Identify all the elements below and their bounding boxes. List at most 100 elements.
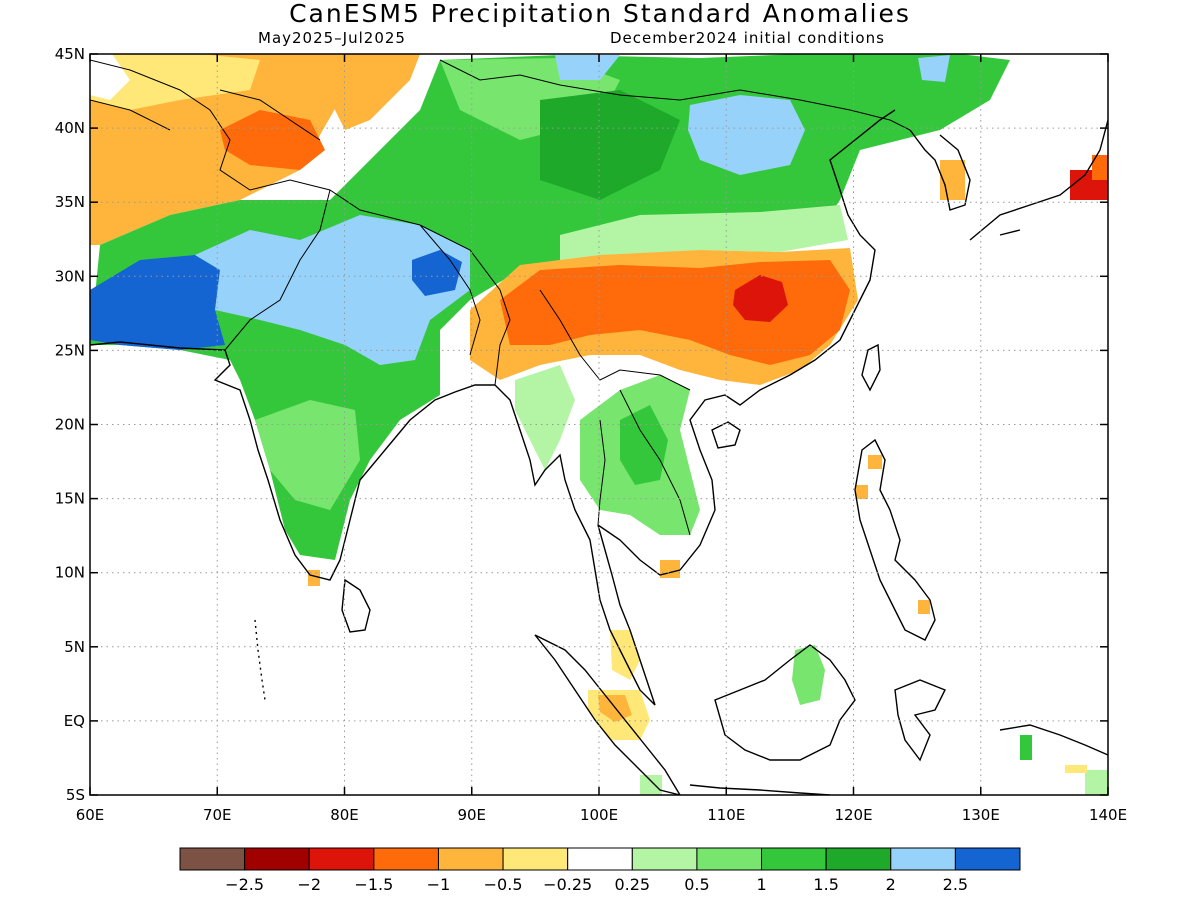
anomaly-patch-borneo	[792, 645, 825, 705]
colorbar-swatch	[696, 847, 763, 871]
coastline-philippines	[854, 438, 936, 641]
colorbar-label: 1.5	[813, 875, 838, 894]
lon-tick-label: 60E	[76, 806, 105, 824]
graticule	[90, 54, 1108, 795]
coastline-myanmar	[494, 384, 596, 571]
colorbar-swatch	[631, 847, 698, 871]
latitude-axis: 45N 40N 35N 30N 25N 20N 15N 10N 5N EQ 5S	[55, 45, 1108, 804]
colorbar-swatch	[179, 847, 246, 871]
coastline-indochina	[597, 109, 896, 576]
coastline-malay-peninsula	[594, 524, 656, 706]
coastline-korea	[909, 129, 971, 211]
anomaly-region-darkgreen-north	[540, 90, 680, 200]
anomaly-patch-vietnam	[660, 560, 680, 578]
anomaly-region-lightgreen-east	[560, 205, 848, 268]
coastline-sulawesi	[894, 679, 946, 762]
anomaly-patch-srilanka	[308, 570, 320, 586]
colorbar-label: −1.5	[354, 875, 393, 894]
coastline-hainan	[711, 421, 741, 449]
anomaly-region-deep-orange-central-asia	[220, 110, 325, 170]
colorbar-swatch	[437, 847, 504, 871]
anomaly-patch-sumatra-south	[640, 775, 662, 795]
country-borders	[90, 59, 911, 536]
colorbar-label: 2.5	[943, 875, 968, 894]
anomaly-region-blue-mongolia	[688, 95, 805, 175]
anomaly-patch-luzon-2	[856, 485, 868, 499]
lon-tick-label: 130E	[962, 806, 1000, 824]
coastline-borneo	[714, 644, 856, 761]
initial-conditions: December2024 initial conditions	[610, 29, 885, 47]
coastline-south-asia	[90, 341, 495, 581]
coastline-japan	[969, 119, 1108, 241]
lon-tick-label: 100E	[580, 806, 618, 824]
lat-tick-label: 35N	[55, 193, 85, 211]
coastlines	[90, 59, 1108, 795]
colorbar-swatch	[890, 847, 956, 871]
lon-tick-label: 90E	[457, 806, 486, 824]
colorbar-swatch	[244, 847, 310, 871]
anomaly-region-orange-north	[330, 54, 420, 130]
anomaly-region-lightgreen-india	[255, 400, 360, 510]
anomaly-field	[90, 54, 1108, 795]
colorbar-swatch	[954, 847, 1021, 871]
anomaly-patch-japan-orange	[1092, 155, 1108, 180]
anomaly-region-blue-north	[555, 55, 620, 80]
coastline-taiwan	[861, 343, 881, 392]
lon-tick-label: 140E	[1089, 806, 1127, 824]
anomaly-patch-new-guinea	[1020, 735, 1032, 760]
colorbar-label: −1	[427, 875, 451, 894]
colorbar-label: 0.5	[684, 875, 709, 894]
lat-tick-label: 40N	[55, 119, 85, 137]
coastline-sri-lanka	[341, 578, 371, 633]
colorbar: −2.5 −2 −1.5 −1 −0.5 −0.25 0.25 0.5 1 1.5 2 2.5	[179, 847, 1021, 894]
anomaly-region-darkgreen-laos	[620, 405, 668, 485]
colorbar-swatch	[308, 847, 375, 871]
lat-tick-label: 15N	[55, 490, 85, 508]
colorbar-label: −0.5	[484, 875, 523, 894]
anomaly-region-white-northwest	[90, 54, 130, 100]
anomaly-region-blue-pakistan	[90, 255, 225, 350]
anomaly-region-lightgreen-myanmar	[515, 365, 575, 470]
anomaly-region-yellow-central-asia	[90, 54, 260, 110]
lat-tick-label: EQ	[64, 712, 85, 730]
anomaly-patch-korea	[940, 160, 965, 200]
anomaly-patch-southeast	[1085, 770, 1108, 795]
anomaly-patch-malaya	[610, 630, 640, 680]
anomaly-patch-luzon	[868, 455, 882, 469]
lat-tick-label: 5S	[66, 786, 85, 804]
colorbar-label: −2	[297, 875, 321, 894]
map-title: CanESM5 Precipitation Standard Anomalies	[289, 0, 911, 28]
anomaly-region-blue-himalaya	[412, 250, 462, 296]
coastline-maldives	[254, 619, 266, 701]
lon-tick-label: 120E	[834, 806, 872, 824]
colorbar-swatch	[567, 847, 633, 871]
colorbar-swatch	[825, 847, 892, 871]
colorbar-label: 0.25	[614, 875, 650, 894]
colorbar-label: 1	[756, 875, 766, 894]
colorbar-label: 2	[886, 875, 896, 894]
colorbar-label: −0.25	[543, 875, 592, 894]
anomaly-patch-southeast-yellow	[1065, 765, 1087, 773]
anomaly-region-blue-northeast	[918, 55, 950, 82]
anomaly-region-red-south-china	[733, 275, 788, 322]
colorbar-swatch	[502, 847, 569, 871]
lon-tick-label: 80E	[330, 806, 359, 824]
lon-tick-label: 70E	[203, 806, 232, 824]
colorbar-label: −2.5	[225, 875, 264, 894]
coastline-java	[689, 784, 831, 795]
coastline-new-guinea	[999, 724, 1108, 756]
lat-tick-label: 10N	[55, 564, 85, 582]
lat-tick-label: 20N	[55, 416, 85, 434]
colorbar-swatch	[761, 847, 827, 871]
coastline-sumatra	[534, 634, 681, 795]
lat-tick-label: 25N	[55, 341, 85, 359]
lat-tick-label: 5N	[64, 638, 85, 656]
longitude-axis: 60E 70E 80E 90E 100E 110E 120E 130E 140E	[76, 54, 1127, 824]
colorbar-swatch	[373, 847, 439, 871]
forecast-period: May2025–Jul2025	[258, 29, 406, 47]
lat-tick-label: 45N	[55, 45, 85, 63]
anomaly-region-lightblue-south-asia	[195, 215, 470, 365]
anomaly-patch-mindanao	[918, 600, 930, 614]
lon-tick-label: 110E	[707, 806, 745, 824]
